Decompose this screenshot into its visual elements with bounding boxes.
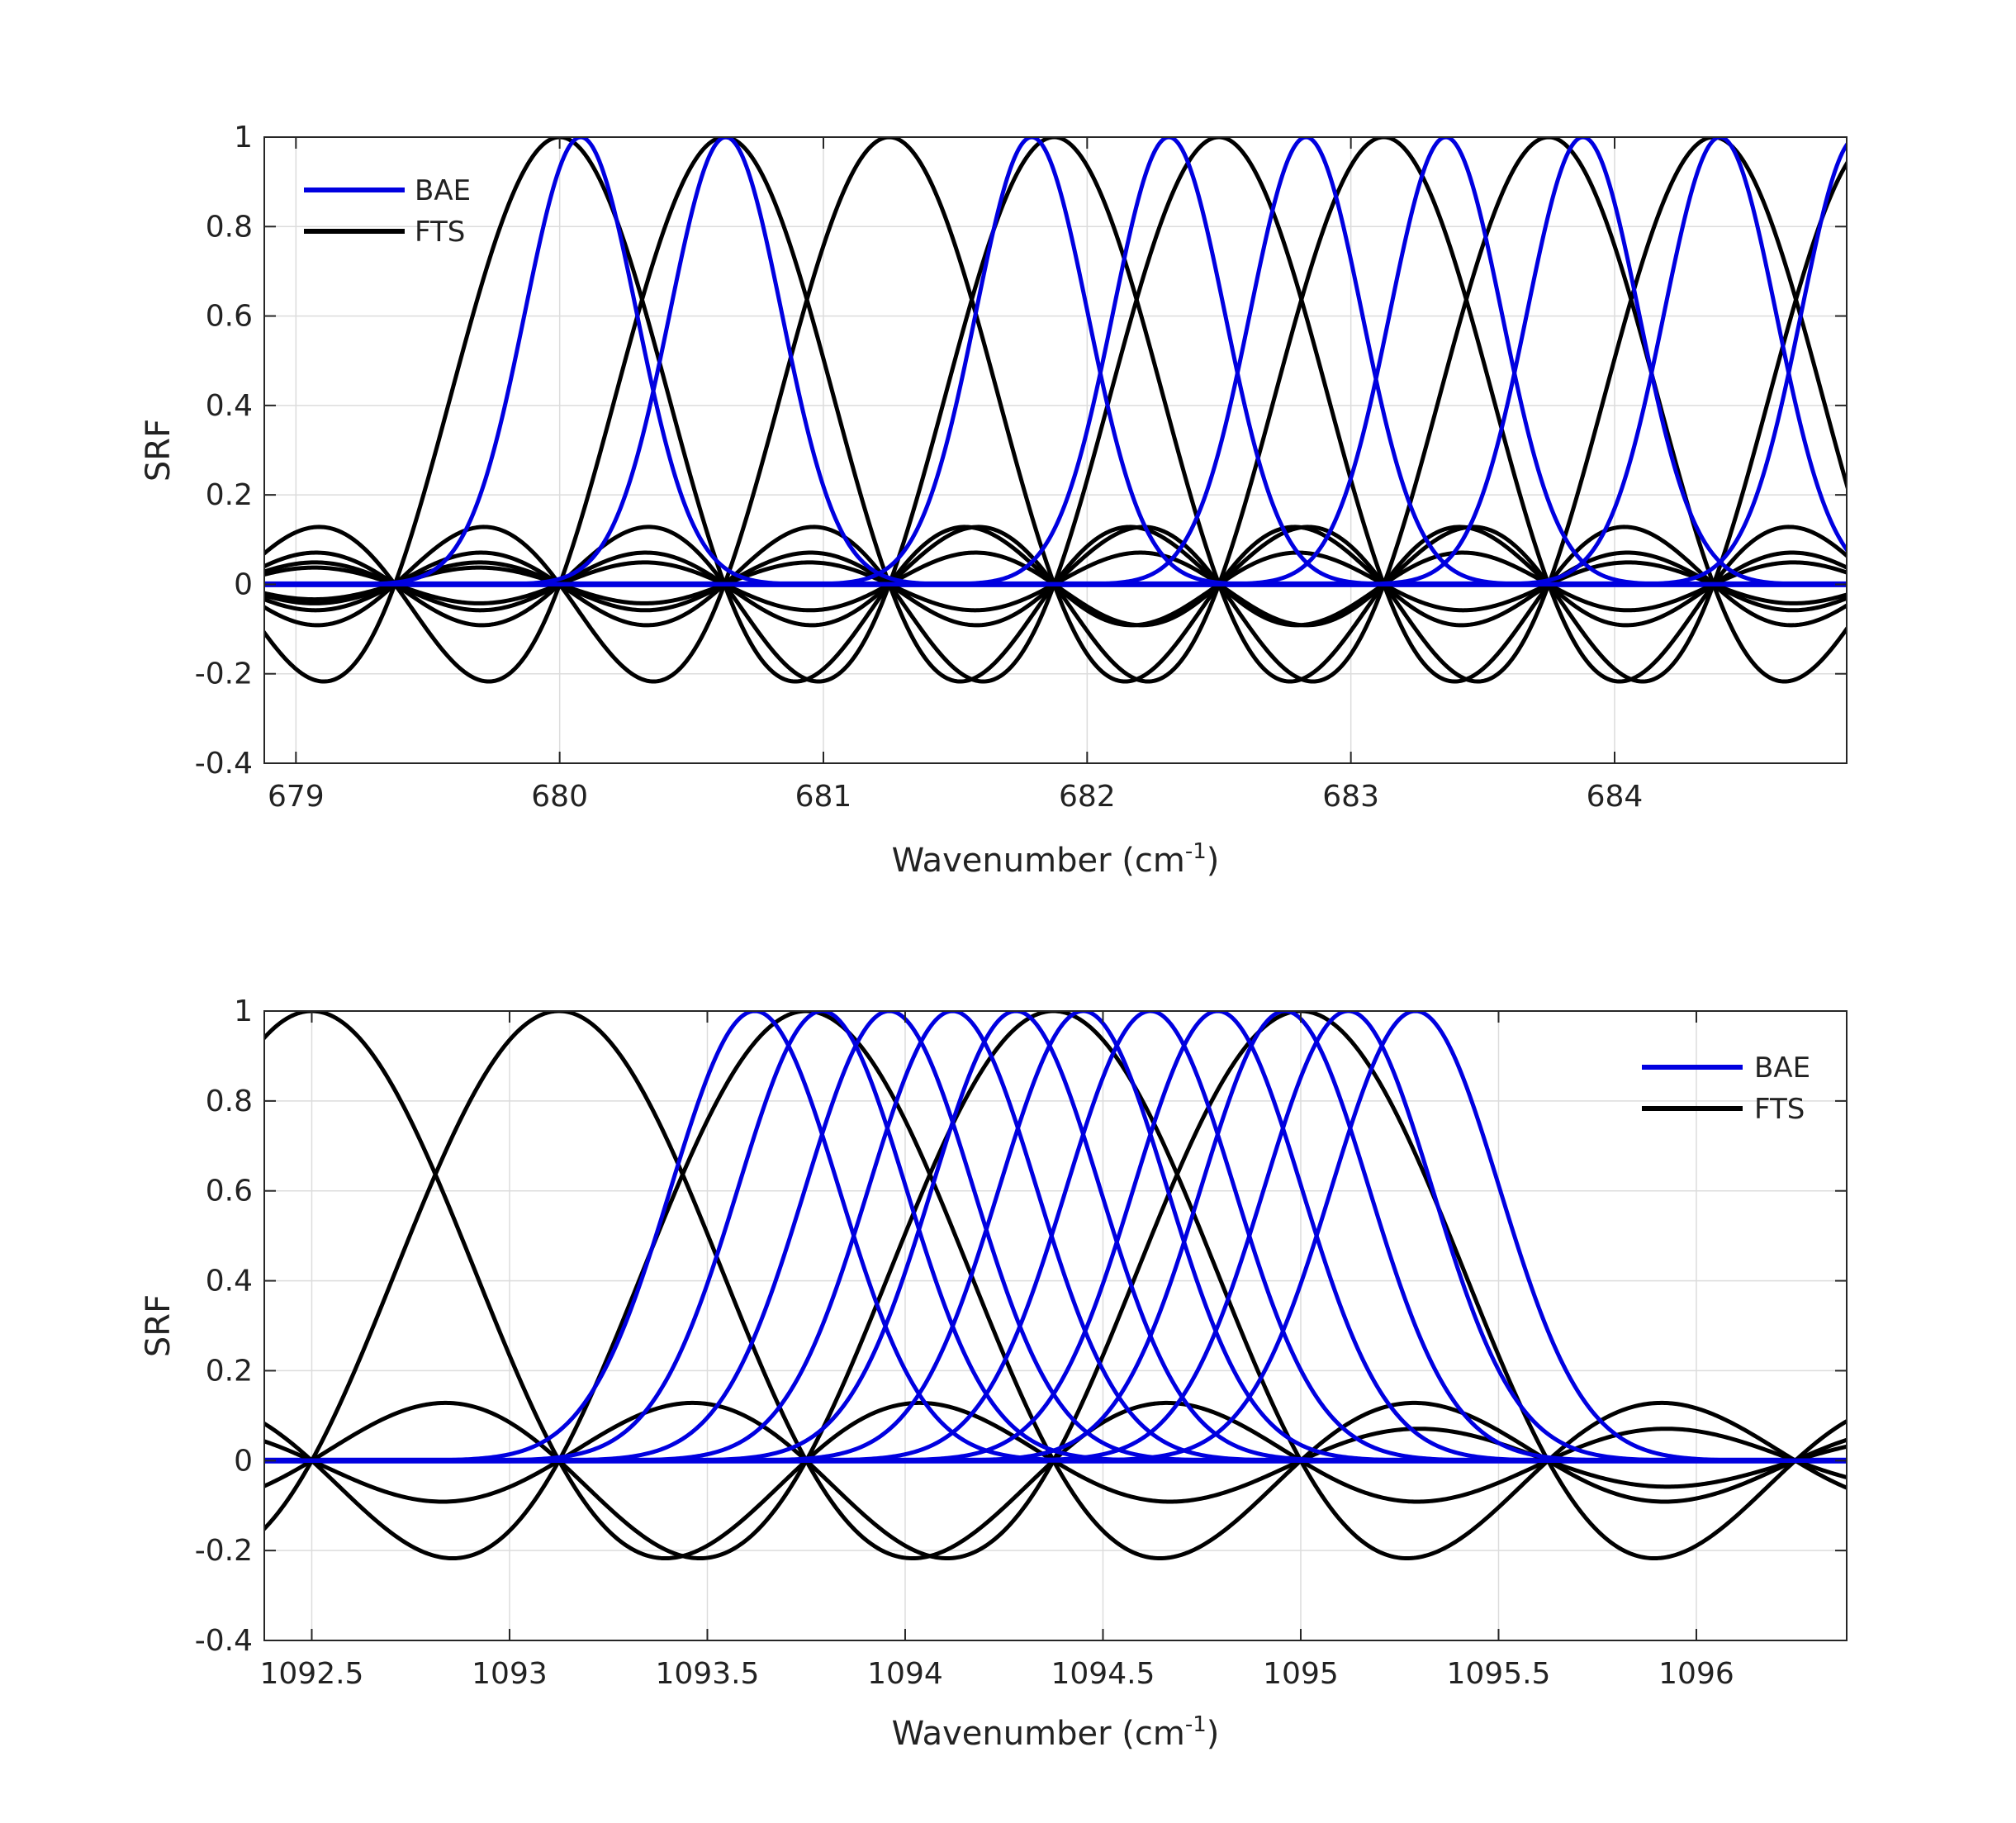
y-tick-label: 0.2 bbox=[206, 478, 253, 512]
x-tick-label: 1093 bbox=[472, 1657, 548, 1691]
plot-area-frame bbox=[263, 1010, 1848, 1641]
axis-tick-labels: 1092.5 1093 1093.5 1094 1094.5 1095 1095.5 1096… bbox=[195, 995, 1734, 1691]
y-tick-label: 0.4 bbox=[206, 1265, 253, 1298]
y-tick-label: 0.4 bbox=[206, 389, 253, 423]
y-tick-label: -0.2 bbox=[195, 1534, 253, 1568]
top-chart-panel: 679 680 681 682 683 684 -0.4 -0.2 0 0.2 0.4 0.6 0.8 1… bbox=[140, 121, 1848, 880]
y-tick-label: 0.2 bbox=[206, 1354, 253, 1388]
fts-srf-curve-4 bbox=[264, 1011, 1847, 1561]
plot-area-background bbox=[264, 1011, 1847, 1640]
y-tick-label: 1 bbox=[234, 995, 253, 1028]
y-axis-title: SRF bbox=[140, 1294, 178, 1357]
y-tick-label: 0.8 bbox=[206, 1085, 253, 1118]
bottom-chart-panel: 1092.5 1093 1093.5 1094 1094.5 1095 1095.5 1096… bbox=[140, 995, 1848, 1753]
legend: BAE FTS bbox=[304, 174, 471, 249]
x-tick-label: 679 bbox=[268, 780, 325, 814]
y-tick-label: 0.6 bbox=[206, 300, 253, 334]
bae-srf-curve-8 bbox=[264, 141, 1847, 586]
x-tick-label: 683 bbox=[1322, 780, 1379, 814]
y-tick-label: 0 bbox=[234, 1444, 253, 1478]
x-axis-title: Wavenumber (cm-1) bbox=[892, 839, 1220, 880]
x-tick-label: 1092.5 bbox=[259, 1657, 363, 1691]
srf-curves bbox=[264, 1011, 1847, 1561]
x-tick-label: 1093.5 bbox=[655, 1657, 759, 1691]
y-tick-label: -0.4 bbox=[195, 747, 253, 781]
bae-srf-curve-10 bbox=[264, 1011, 1847, 1463]
y-tick-label: 0.8 bbox=[206, 210, 253, 244]
x-tick-label: 1094 bbox=[867, 1657, 943, 1691]
axis-ticks bbox=[264, 1010, 1847, 1641]
x-tick-label: 1095.5 bbox=[1446, 1657, 1550, 1691]
y-tick-label: 0 bbox=[234, 567, 253, 601]
plot-area-frame bbox=[263, 136, 1848, 764]
legend-fts-label: FTS bbox=[415, 216, 465, 249]
x-tick-label: 1095 bbox=[1263, 1657, 1339, 1691]
y-axis-title: SRF bbox=[140, 419, 178, 482]
axis-ticks bbox=[264, 136, 1847, 764]
y-tick-label: 0.6 bbox=[206, 1175, 253, 1208]
x-tick-label: 1094.5 bbox=[1051, 1657, 1155, 1691]
y-tick-label: 1 bbox=[234, 121, 253, 154]
legend-bae-label: BAE bbox=[415, 174, 471, 207]
y-tick-label: -0.2 bbox=[195, 658, 253, 691]
fts-srf-curve-2 bbox=[264, 1011, 1847, 1561]
x-axis-title: Wavenumber (cm-1) bbox=[892, 1712, 1220, 1753]
x-tick-label: 681 bbox=[795, 780, 852, 814]
x-tick-label: 682 bbox=[1059, 780, 1116, 814]
x-tick-label: 1096 bbox=[1658, 1657, 1734, 1691]
legend: BAE FTS bbox=[1642, 1052, 1810, 1126]
axis-tick-labels: 679 680 681 682 683 684 -0.4 -0.2 0 0.2 0.4 0.6 0.8 1 bbox=[195, 121, 1644, 814]
x-tick-label: 680 bbox=[531, 780, 588, 814]
y-tick-label: -0.4 bbox=[195, 1624, 253, 1658]
legend-fts-label: FTS bbox=[1754, 1093, 1805, 1126]
legend-bae-label: BAE bbox=[1754, 1052, 1810, 1085]
x-tick-label: 684 bbox=[1587, 780, 1644, 814]
